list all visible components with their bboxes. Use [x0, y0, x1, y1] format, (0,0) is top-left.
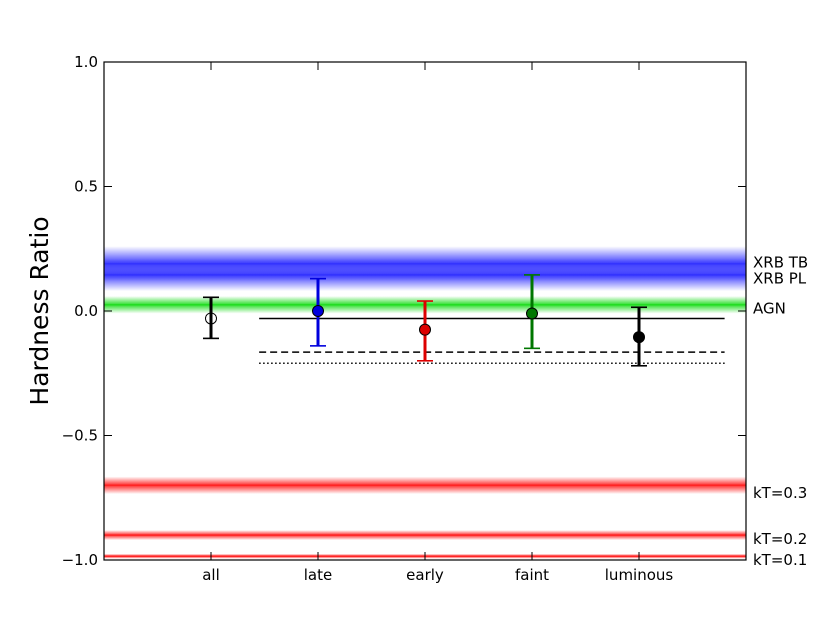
y-tick-label: 1.0 — [74, 53, 98, 71]
point-marker — [205, 312, 217, 325]
y-tick-label: 0.5 — [74, 178, 98, 196]
y-tick-label: 0.0 — [74, 302, 98, 320]
point-marker — [419, 323, 431, 336]
y-axis: 1.0 0.5 0.0 −0.5 −1.0 — [62, 53, 746, 569]
point-marker — [633, 331, 645, 344]
y-tick-label: −1.0 — [62, 551, 98, 569]
data-points — [203, 274, 647, 367]
y-axis-title: Hardness Ratio — [25, 216, 54, 405]
x-tick-label: all — [202, 566, 220, 584]
point-all — [203, 296, 219, 340]
point-faint — [524, 274, 540, 350]
point-marker — [312, 305, 324, 317]
x-axis: all late early faint luminous — [202, 62, 673, 584]
x-tick-label: early — [406, 566, 444, 584]
y-tick-label: −0.5 — [62, 427, 98, 445]
model-bands — [104, 246, 746, 559]
band-label: AGN — [753, 300, 786, 318]
point-marker — [526, 307, 538, 320]
x-tick-label: faint — [515, 566, 549, 584]
x-tick-label: luminous — [605, 566, 674, 584]
point-early — [417, 300, 433, 362]
band-label: kT=0.1 — [753, 551, 807, 569]
band-label: kT=0.2 — [753, 530, 807, 548]
band-label: XRB TB — [753, 253, 808, 271]
point-late — [310, 277, 326, 347]
reference-lines — [259, 317, 725, 365]
band-label: XRB PL — [753, 270, 807, 288]
x-tick-label: late — [304, 566, 332, 584]
point-luminous — [631, 306, 647, 367]
band-label: kT=0.3 — [753, 484, 807, 502]
